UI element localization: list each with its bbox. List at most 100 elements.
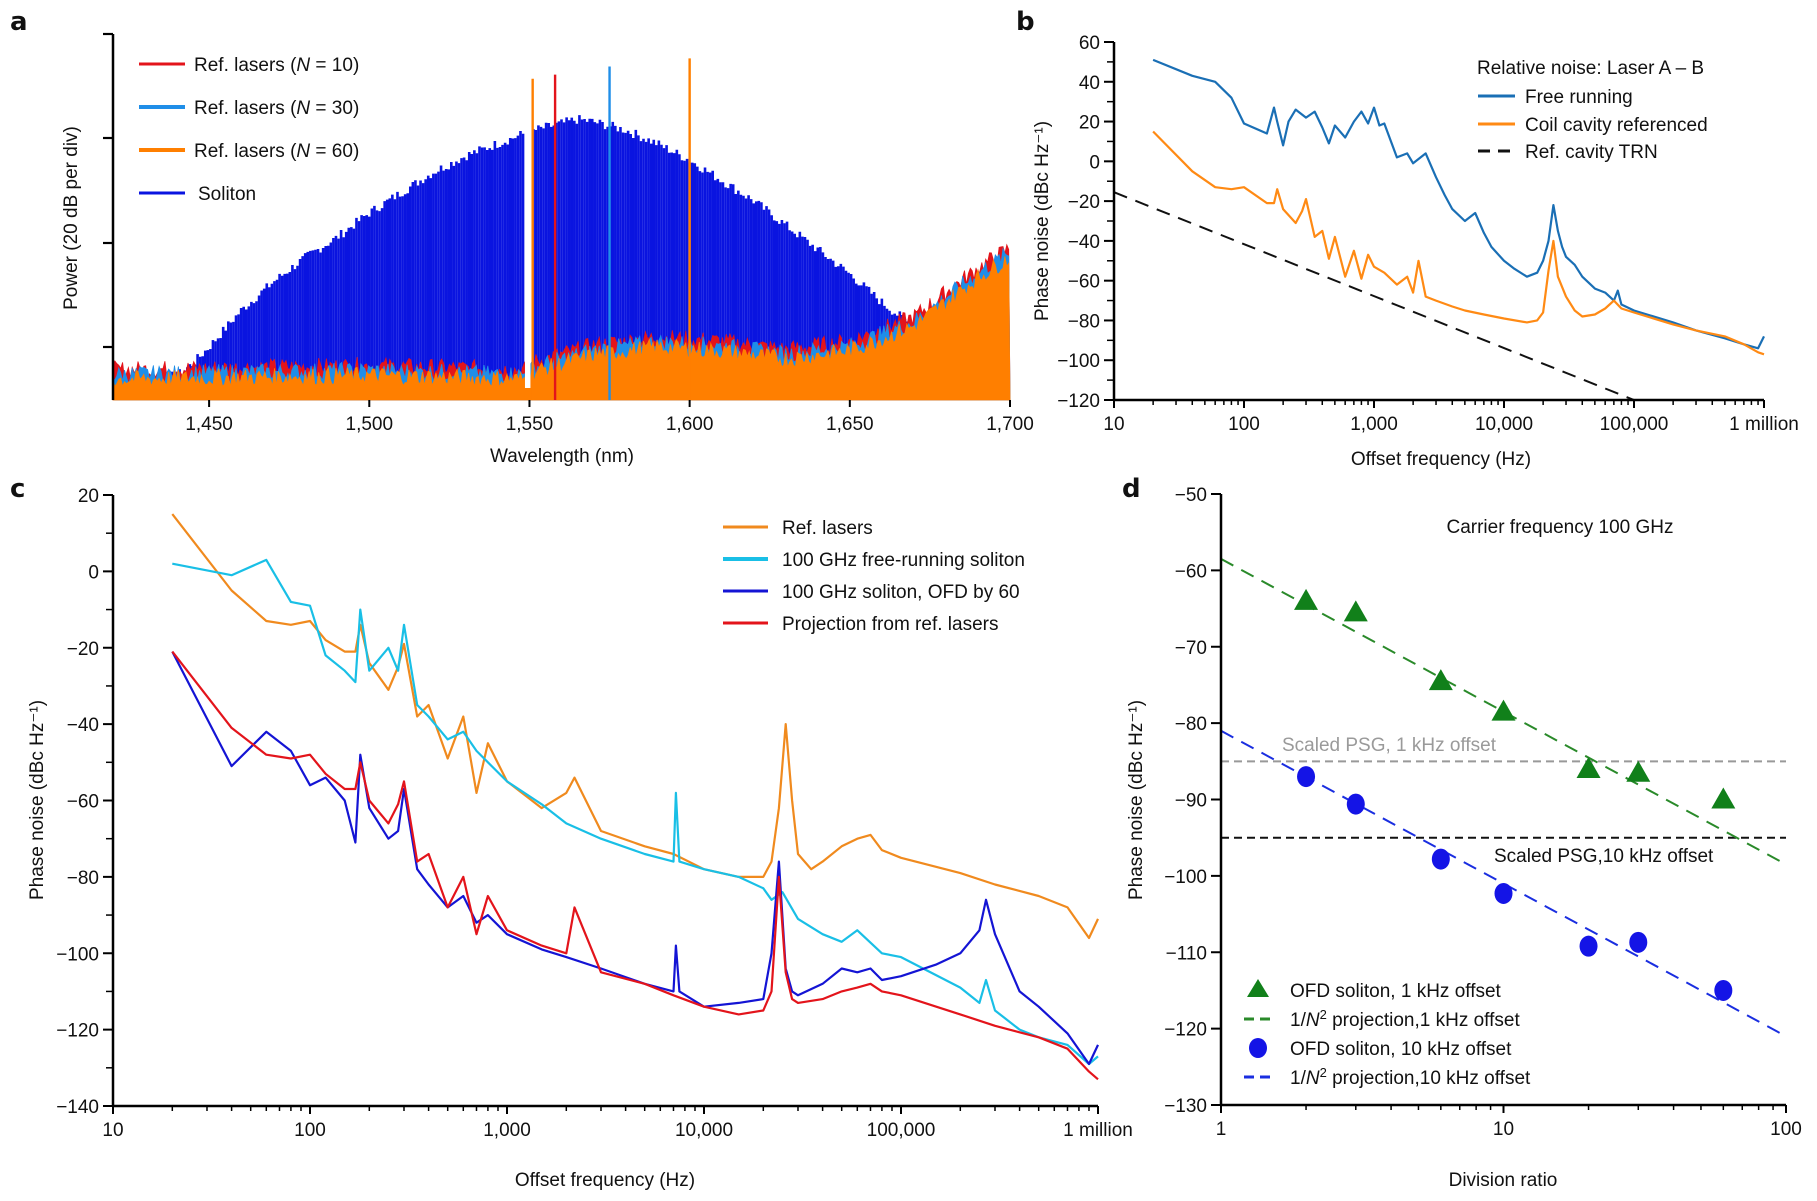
panel-b-plot-area xyxy=(1113,58,1765,401)
y-tick-label: −60 xyxy=(1068,272,1100,293)
data-point-circle xyxy=(1431,848,1450,870)
y-tick-label: −120 xyxy=(56,1021,99,1042)
y-tick-label: −100 xyxy=(56,944,99,965)
psg-10khz-label: Scaled PSG,10 kHz offset xyxy=(1494,846,1714,867)
series-ref-lasers xyxy=(171,513,1099,940)
series-free-running xyxy=(1152,58,1765,350)
panel-label-a: a xyxy=(10,7,28,37)
y-tick-label: −90 xyxy=(1175,791,1207,812)
series-projection-from-ref-lasers xyxy=(171,650,1099,1081)
legend-ref10-suffix: = 10) xyxy=(310,55,359,76)
y-tick-label: −110 xyxy=(1166,943,1207,964)
panel-b-legend-title: Relative noise: Laser A – B xyxy=(1477,58,1704,79)
x-tick-label: 10 xyxy=(1493,1119,1514,1140)
proj-1khz-exp: 2 xyxy=(1320,1007,1327,1022)
legend-label-ref10: Ref. lasers (N = 10) xyxy=(194,55,359,76)
proj-1khz-prefix: 1/ xyxy=(1290,1010,1307,1031)
y-tick-label: −140 xyxy=(56,1097,99,1118)
panel-b-legend: Relative noise: Laser A – B Free running… xyxy=(1477,58,1708,163)
legend-ref30-suffix: = 30) xyxy=(310,98,359,119)
y-tick-label: −120 xyxy=(1057,391,1100,412)
psg-1khz-label: Scaled PSG, 1 kHz offset xyxy=(1282,735,1497,756)
legend-label-ref30: Ref. lasers (N = 30) xyxy=(194,98,359,119)
proj-1khz-suffix: projection,1 kHz offset xyxy=(1327,1010,1521,1031)
panel-a-axes: 1,450 1,500 1,550 1,600 1,650 1,700 xyxy=(103,32,1034,435)
legend-label-ref60: Ref. lasers (N = 60) xyxy=(194,141,359,162)
x-tick-label: 10,000 xyxy=(675,1120,733,1141)
panel-a-y-axis-label: Power (20 dB per div) xyxy=(61,126,82,310)
data-point-circle xyxy=(1346,793,1365,815)
panel-d: d 1 10 100−130−120−110−100−90−80−70−60−50 … xyxy=(1122,474,1802,1191)
y-tick-label: 40 xyxy=(1079,73,1100,94)
data-point-triangle xyxy=(1491,699,1516,721)
y-tick-label: 60 xyxy=(1079,33,1100,54)
panel-d-axes: 1 10 100 −130 −120 −110 −100 −90 −80 −70 −60 −50 xyxy=(1164,485,1802,1140)
data-point-triangle xyxy=(1294,588,1319,610)
legend-label-ofd-10khz: OFD soliton, 10 kHz offset xyxy=(1290,1039,1512,1060)
panel-d-x-axis-label: Division ratio xyxy=(1449,1170,1558,1191)
panel-d-title: Carrier frequency 100 GHz xyxy=(1446,517,1673,538)
x-tick-label: 10 xyxy=(1103,414,1124,435)
panel-b-axes: 10 100 1,000 10,000 100,000 1 million −120 −100… xyxy=(1057,33,1799,435)
legend-label-trn: Ref. cavity TRN xyxy=(1525,142,1658,163)
panel-label-b: b xyxy=(1016,7,1035,37)
x-tick-label: 1,650 xyxy=(826,414,874,435)
proj-10khz-n: N xyxy=(1306,1068,1320,1089)
panel-c-legend: Ref. lasers 100 GHz free-running soliton… xyxy=(723,518,1025,635)
x-tick-label: 100 xyxy=(1770,1119,1802,1140)
x-tick-label: 100,000 xyxy=(867,1120,936,1141)
panel-c-plot-area xyxy=(171,513,1099,1081)
x-tick-label: 100 xyxy=(294,1120,326,1141)
panel-c: c 10 100 1,000 10,000 100,000 1 million −140 −1… xyxy=(10,474,1133,1191)
panel-b-y-axis-label: Phase noise (dBc Hz⁻¹) xyxy=(1032,121,1053,321)
x-tick-label: 1 million xyxy=(1729,414,1799,435)
x-tick-label: 1,550 xyxy=(506,414,554,435)
filter-notch xyxy=(524,147,531,388)
panel-a-legend: Ref. lasers (N = 10) Ref. lasers (N = 30… xyxy=(139,55,359,205)
series-1-n-projection-1-khz-offset xyxy=(1220,558,1787,866)
panel-d-legend: OFD soliton, 1 kHz offset 1/N2 projectio… xyxy=(1244,979,1531,1089)
legend-ref30-prefix: Ref. lasers ( xyxy=(194,98,297,119)
x-tick-label: 1,000 xyxy=(1350,414,1398,435)
legend-ref10-prefix: Ref. lasers ( xyxy=(194,55,297,76)
legend-label-ofd-soliton: 100 GHz soliton, OFD by 60 xyxy=(782,582,1020,603)
y-tick-label: −80 xyxy=(1068,311,1100,332)
legend-label-coil-cavity: Coil cavity referenced xyxy=(1525,115,1708,136)
y-tick-label: −20 xyxy=(1068,192,1100,213)
proj-10khz-exp: 2 xyxy=(1320,1065,1327,1080)
panel-b: b 10 100 1,000 10,000 100,000 1 million −120 −1… xyxy=(1016,7,1799,470)
y-tick-label: −100 xyxy=(1164,867,1207,888)
legend-label-projection: Projection from ref. lasers xyxy=(782,614,998,635)
panel-d-plot-area xyxy=(1220,558,1787,1038)
data-point-circle xyxy=(1714,979,1733,1001)
series-100-ghz-free-running-soliton xyxy=(172,558,1099,1066)
legend-ref60-suffix: = 60) xyxy=(310,141,359,162)
data-point-triangle xyxy=(1711,787,1736,809)
data-point-circle xyxy=(1297,766,1316,788)
panel-a-x-axis-label: Wavelength (nm) xyxy=(490,446,634,467)
legend-label-proj-1khz: 1/N2 projection,1 kHz offset xyxy=(1290,1007,1520,1032)
y-tick-label: −60 xyxy=(1175,561,1207,582)
data-point-triangle xyxy=(1576,756,1601,778)
series-ref-cavity-trn xyxy=(1113,191,1635,401)
panel-label-c: c xyxy=(10,474,25,504)
x-tick-label: 10 xyxy=(102,1120,123,1141)
legend-label-free-soliton: 100 GHz free-running soliton xyxy=(782,550,1025,571)
panel-d-y-axis-label: Phase noise (dBc Hz⁻¹) xyxy=(1126,700,1147,900)
legend-label-ref-lasers: Ref. lasers xyxy=(782,518,873,539)
y-tick-label: −50 xyxy=(1175,485,1207,506)
y-tick-label: 20 xyxy=(78,486,99,507)
x-tick-label: 1,000 xyxy=(483,1120,531,1141)
x-tick-label: 100,000 xyxy=(1600,414,1669,435)
x-tick-label: 10,000 xyxy=(1475,414,1533,435)
legend-label-proj-10khz: 1/N2 projection,10 kHz offset xyxy=(1290,1065,1531,1090)
legend-marker-circle xyxy=(1249,1038,1267,1058)
panel-a-plot-area xyxy=(112,58,1011,401)
x-tick-label: 1 xyxy=(1216,1119,1227,1140)
data-point-circle xyxy=(1494,882,1513,904)
series-coil-cavity-referenced xyxy=(1152,130,1765,356)
legend-label-soliton: Soliton xyxy=(198,184,256,205)
y-tick-label: −120 xyxy=(1164,1020,1207,1041)
panel-label-d: d xyxy=(1122,474,1141,504)
